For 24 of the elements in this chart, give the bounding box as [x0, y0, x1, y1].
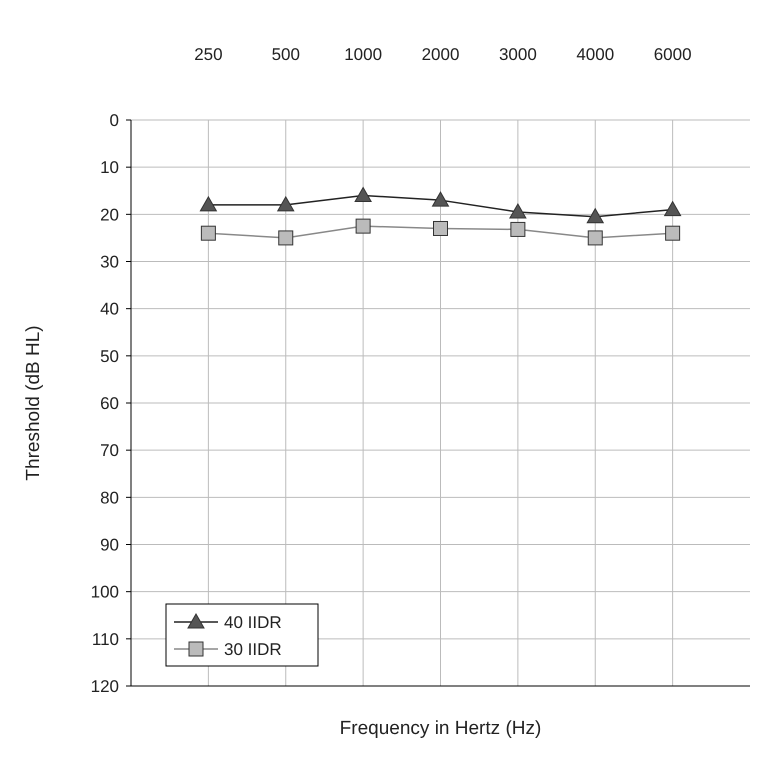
x-tick-label: 500: [272, 45, 300, 64]
y-tick-label: 10: [100, 158, 119, 178]
y-tick-label: 30: [100, 252, 119, 272]
y-tick-label: 80: [100, 488, 119, 508]
legend-label: 30 IIDR: [224, 640, 282, 659]
y-tick-label: 70: [100, 441, 119, 460]
y-tick-label: 0: [110, 110, 119, 130]
x-tick-label: 3000: [498, 45, 537, 64]
y-tick-label: 120: [90, 676, 119, 696]
y-tick-label: 40: [100, 300, 119, 319]
y-tick-label: 110: [92, 630, 119, 649]
x-tick-label: 2000: [422, 45, 460, 64]
x-tick-label: 1000: [344, 45, 382, 64]
y-tick-label: 50: [100, 346, 119, 366]
x-tick-label: 250: [194, 45, 223, 64]
y-tick-label: 60: [100, 394, 119, 413]
y-tick-label: 90: [100, 535, 119, 554]
legend-label: 40 IIDR: [224, 612, 282, 632]
y-tick-label: 100: [90, 582, 119, 602]
x-tick-label: 4000: [576, 45, 614, 64]
x-tick-label: 6000: [654, 45, 692, 64]
x-axis-title: Frequency in Hertz (Hz): [340, 718, 542, 739]
y-tick-label: 20: [100, 205, 119, 224]
y-axis-title: Threshold (dB HL): [23, 325, 44, 481]
